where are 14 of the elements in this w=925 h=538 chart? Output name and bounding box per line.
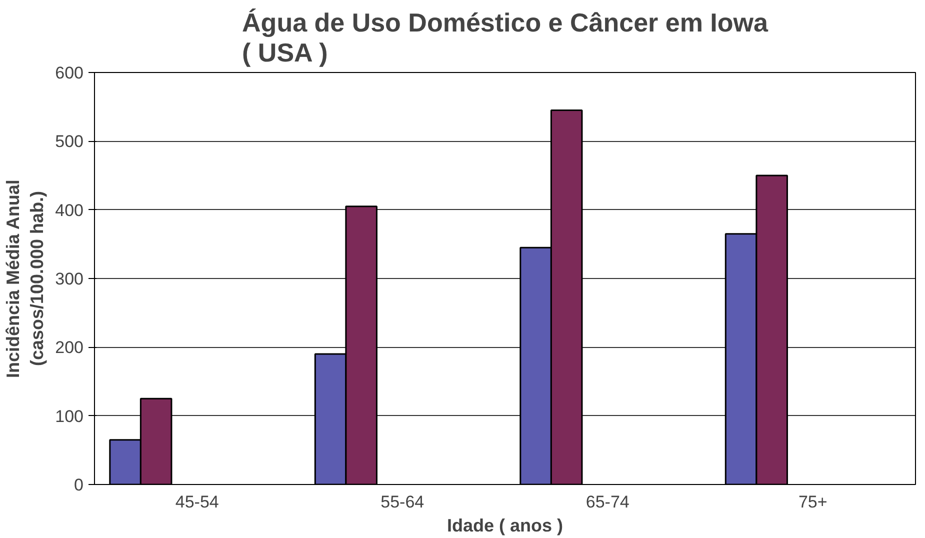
y-tick-label: 100	[55, 406, 84, 426]
x-tick-label: 55-64	[380, 492, 424, 512]
y-tick-label: 600	[55, 64, 84, 82]
y-axis-title: Incidência Média Anual (casos/100.000 hab.)	[3, 180, 48, 378]
chart-title: Água de Uso Doméstico e Câncer em Iowa ( USA )	[242, 8, 769, 68]
x-tick-label: 45-54	[175, 492, 219, 512]
x-tick-label: 65-74	[586, 492, 630, 512]
y-tick-label: 400	[55, 200, 84, 220]
x-axis-title: Idade ( anos )	[446, 516, 564, 536]
x-tick-label: 75+	[798, 492, 828, 512]
y-tick-label: 200	[55, 338, 84, 358]
y-tick-label: 500	[55, 132, 84, 152]
y-tick-label: 300	[55, 270, 84, 288]
y-tick-label: 0	[74, 476, 84, 494]
